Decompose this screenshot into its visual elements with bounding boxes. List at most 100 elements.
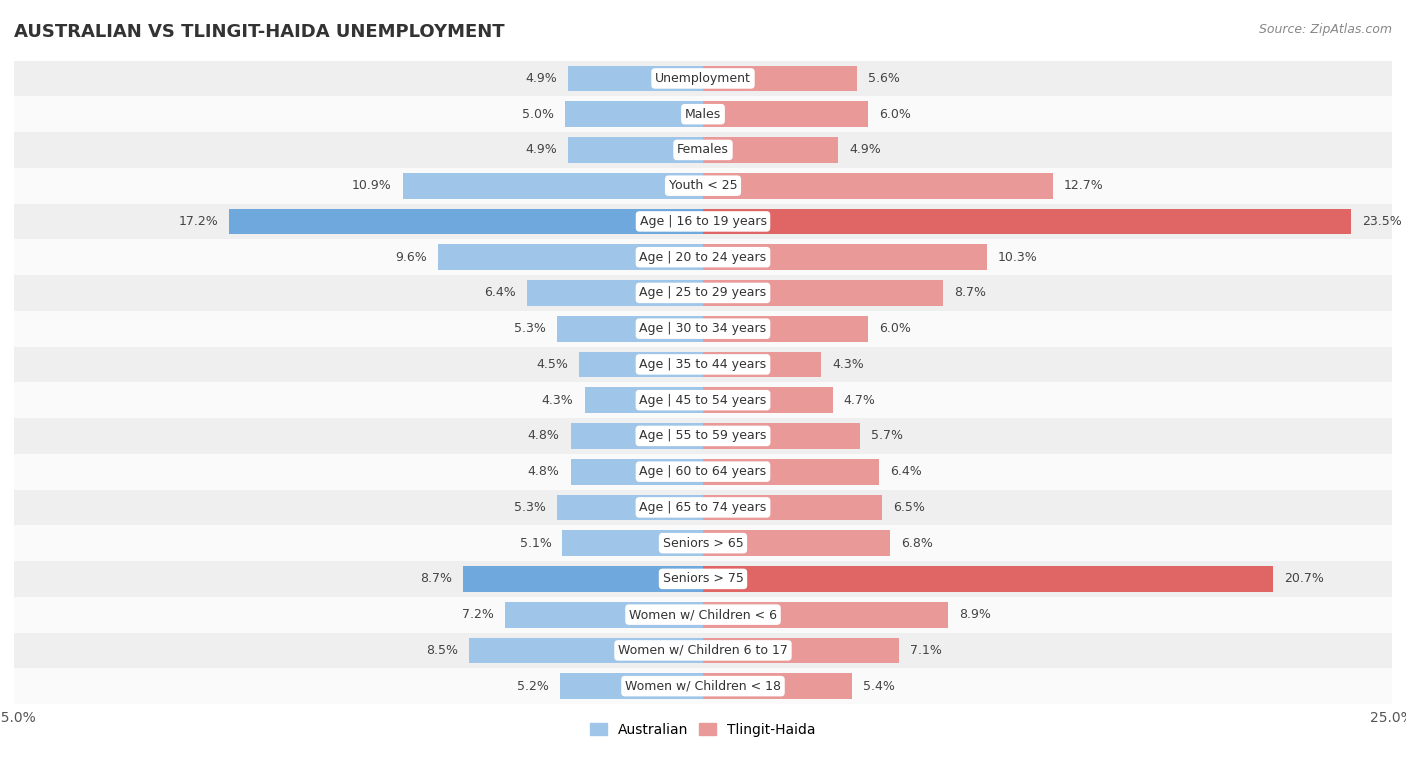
Bar — [439, 245, 703, 270]
Bar — [703, 673, 852, 699]
Text: Seniors > 65: Seniors > 65 — [662, 537, 744, 550]
Text: 5.3%: 5.3% — [515, 322, 546, 335]
Text: Age | 45 to 54 years: Age | 45 to 54 years — [640, 394, 766, 407]
Text: 23.5%: 23.5% — [1361, 215, 1402, 228]
Bar — [703, 316, 869, 341]
Text: 4.3%: 4.3% — [832, 358, 865, 371]
Text: 6.5%: 6.5% — [893, 501, 925, 514]
Bar — [562, 531, 703, 556]
Bar — [703, 602, 948, 628]
Bar — [703, 101, 869, 127]
Bar — [14, 239, 1392, 275]
Bar — [14, 633, 1392, 668]
Bar — [703, 66, 858, 92]
Text: 6.0%: 6.0% — [879, 322, 911, 335]
Text: 4.7%: 4.7% — [844, 394, 876, 407]
Text: 4.8%: 4.8% — [527, 429, 560, 442]
Bar — [703, 494, 882, 520]
Text: Women w/ Children < 6: Women w/ Children < 6 — [628, 608, 778, 621]
Text: AUSTRALIAN VS TLINGIT-HAIDA UNEMPLOYMENT: AUSTRALIAN VS TLINGIT-HAIDA UNEMPLOYMENT — [14, 23, 505, 41]
Bar — [703, 137, 838, 163]
Text: 6.8%: 6.8% — [901, 537, 934, 550]
Bar — [14, 490, 1392, 525]
Text: 7.2%: 7.2% — [461, 608, 494, 621]
Text: Males: Males — [685, 107, 721, 120]
Bar — [579, 351, 703, 377]
Bar — [463, 566, 703, 592]
Text: Age | 65 to 74 years: Age | 65 to 74 years — [640, 501, 766, 514]
Text: 10.3%: 10.3% — [998, 251, 1038, 263]
Text: 20.7%: 20.7% — [1285, 572, 1324, 585]
Text: 8.9%: 8.9% — [959, 608, 991, 621]
Text: 17.2%: 17.2% — [179, 215, 218, 228]
Text: 8.7%: 8.7% — [420, 572, 453, 585]
Bar — [14, 311, 1392, 347]
Text: Age | 16 to 19 years: Age | 16 to 19 years — [640, 215, 766, 228]
Bar — [14, 204, 1392, 239]
Text: 6.4%: 6.4% — [484, 286, 516, 300]
Bar — [703, 173, 1053, 198]
Bar — [14, 418, 1392, 453]
Bar — [560, 673, 703, 699]
Bar — [703, 531, 890, 556]
Text: 8.7%: 8.7% — [953, 286, 986, 300]
Text: 10.9%: 10.9% — [352, 179, 392, 192]
Bar — [703, 423, 860, 449]
Bar — [585, 388, 703, 413]
Bar — [703, 566, 1274, 592]
Bar — [565, 101, 703, 127]
Bar — [505, 602, 703, 628]
Bar — [14, 132, 1392, 168]
Text: 4.9%: 4.9% — [526, 143, 557, 157]
Text: 5.0%: 5.0% — [522, 107, 554, 120]
Bar — [703, 388, 832, 413]
Text: 4.8%: 4.8% — [527, 465, 560, 478]
Text: 4.5%: 4.5% — [536, 358, 568, 371]
Bar — [229, 208, 703, 235]
Text: Unemployment: Unemployment — [655, 72, 751, 85]
Bar — [557, 316, 703, 341]
Bar — [568, 66, 703, 92]
Bar — [14, 347, 1392, 382]
Bar — [703, 637, 898, 663]
Bar — [703, 459, 879, 484]
Bar — [703, 280, 943, 306]
Text: Women w/ Children < 18: Women w/ Children < 18 — [626, 680, 780, 693]
Bar — [14, 168, 1392, 204]
Bar — [14, 453, 1392, 490]
Text: Seniors > 75: Seniors > 75 — [662, 572, 744, 585]
Bar — [703, 351, 821, 377]
Text: Age | 20 to 24 years: Age | 20 to 24 years — [640, 251, 766, 263]
Text: 5.6%: 5.6% — [869, 72, 900, 85]
Text: 4.9%: 4.9% — [526, 72, 557, 85]
Text: Age | 35 to 44 years: Age | 35 to 44 years — [640, 358, 766, 371]
Text: 12.7%: 12.7% — [1064, 179, 1104, 192]
Bar — [14, 561, 1392, 597]
Bar — [14, 96, 1392, 132]
Text: 5.1%: 5.1% — [520, 537, 551, 550]
Bar — [14, 275, 1392, 311]
Bar — [14, 668, 1392, 704]
Text: 8.5%: 8.5% — [426, 644, 458, 657]
Text: 5.2%: 5.2% — [517, 680, 548, 693]
Bar — [14, 597, 1392, 633]
Text: 5.3%: 5.3% — [515, 501, 546, 514]
Bar — [468, 637, 703, 663]
Text: Age | 25 to 29 years: Age | 25 to 29 years — [640, 286, 766, 300]
Bar — [571, 423, 703, 449]
Text: Age | 55 to 59 years: Age | 55 to 59 years — [640, 429, 766, 442]
Bar — [703, 245, 987, 270]
Bar — [571, 459, 703, 484]
Text: Source: ZipAtlas.com: Source: ZipAtlas.com — [1258, 23, 1392, 36]
Text: 9.6%: 9.6% — [395, 251, 427, 263]
Bar — [527, 280, 703, 306]
Text: 6.0%: 6.0% — [879, 107, 911, 120]
Text: Age | 60 to 64 years: Age | 60 to 64 years — [640, 465, 766, 478]
Bar — [14, 382, 1392, 418]
Text: 4.3%: 4.3% — [541, 394, 574, 407]
Text: 7.1%: 7.1% — [910, 644, 942, 657]
Text: Youth < 25: Youth < 25 — [669, 179, 737, 192]
Bar — [14, 61, 1392, 96]
Bar — [402, 173, 703, 198]
Bar — [703, 208, 1351, 235]
